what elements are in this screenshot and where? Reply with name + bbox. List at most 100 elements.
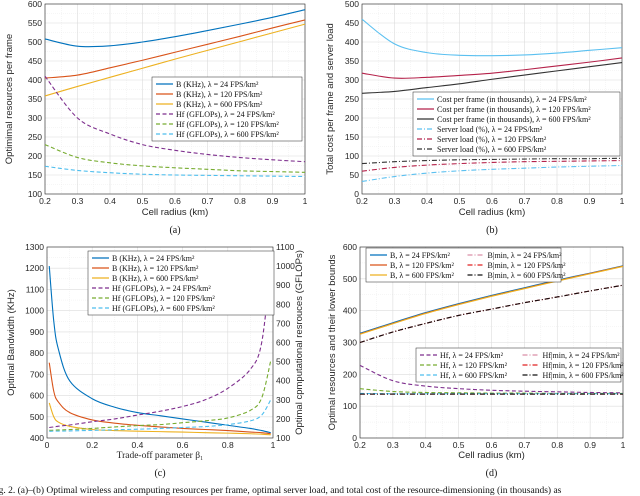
legend-item: Server load (%), λ = 600 FPS/km² — [417, 145, 547, 154]
y-tick-label: 100 — [28, 189, 42, 199]
x-tick-label: 0.2 — [86, 440, 98, 450]
y-tick-label: 400 — [343, 306, 357, 316]
legend-item: Cost per frame (in thousands), λ = 600 F… — [417, 115, 591, 124]
y-tick-label: 1000 — [25, 306, 44, 316]
x-tick-label: 0.3 — [72, 196, 84, 206]
x-tick-label: 0.4 — [131, 440, 143, 450]
legend-label: Hf, λ = 600 FPS/km² — [440, 371, 508, 380]
y-tick-label: 0 — [354, 189, 359, 199]
x-tick-label: 0.4 — [104, 196, 116, 206]
y-tick-label: 500 — [345, 0, 359, 9]
y-tick-label: 250 — [28, 132, 42, 142]
legend-label: Hf (GFLOPs), λ = 24 FPS/km² — [176, 110, 275, 119]
legend-label: Server load (%), λ = 120 FPS/km² — [437, 135, 547, 144]
y2-tick-label: 100 — [276, 433, 290, 443]
legend-label: B (KHz), λ = 120 FPS/km² — [112, 264, 199, 273]
x-tick-label: 1 — [621, 440, 626, 450]
legend-label: Hf, λ = 24 FPS/km² — [440, 351, 504, 360]
x-tick-label: 0.8 — [222, 440, 234, 450]
legend-label: Hf (GFLOPs), λ = 24 FPS/km² — [112, 284, 211, 293]
y-axis-label: Optimal resources and their lower bounds — [327, 254, 338, 430]
x-tick-label: 0.9 — [584, 196, 596, 206]
legend-label: Hf|min, λ = 24 FPS/km² — [543, 351, 621, 360]
legend-label: B (KHz), λ = 120 FPS/km² — [176, 90, 263, 99]
y-tick-label: 300 — [343, 338, 357, 348]
y-tick-label: 600 — [28, 0, 42, 9]
legend-label: B, λ = 600 FPS/km² — [390, 271, 455, 280]
y-tick-label: 450 — [345, 18, 359, 28]
legend-label: B, λ = 120 FPS/km² — [390, 261, 455, 270]
y-tick-label: 350 — [345, 56, 359, 66]
y-tick-label: 500 — [28, 37, 42, 47]
x-tick-label: 0.4 — [420, 440, 432, 450]
legend-label: Cost per frame (in thousands), λ = 24 FP… — [437, 95, 587, 104]
x-tick-label: 0.6 — [486, 440, 498, 450]
y-tick-label: 250 — [345, 94, 359, 104]
legend-label: B (KHz), λ = 24 FPS/km² — [112, 254, 195, 263]
legend: Cost per frame (in thousands), λ = 24 FP… — [413, 92, 620, 156]
y2-tick-label: 500 — [276, 357, 290, 367]
x-axis-label: Cell radius (km) — [458, 450, 525, 461]
x-tick-label: 1 — [303, 196, 308, 206]
legend-label: Hf, λ = 120 FPS/km² — [440, 361, 508, 370]
y-tick-label: 50 — [350, 170, 360, 180]
y-tick-label: 100 — [345, 151, 359, 161]
legend-label: Hf|min, λ = 120 FPS/km² — [543, 361, 625, 370]
y-tick-label: 400 — [345, 37, 359, 47]
y-tick-label: 500 — [30, 412, 44, 422]
y2-tick-label: 600 — [276, 338, 290, 348]
x-tick-label: 0.5 — [453, 440, 465, 450]
y2-tick-label: 300 — [276, 395, 290, 405]
y-tick-label: 400 — [28, 75, 42, 85]
legend-label: Server load (%), λ = 600 FPS/km² — [437, 145, 547, 154]
x-axis-label: Cell radius (km) — [142, 207, 209, 218]
x-tick-label: 0.3 — [389, 196, 401, 206]
legend-label: Cost per frame (in thousands), λ = 120 F… — [437, 105, 591, 114]
y-tick-label: 0 — [352, 433, 357, 443]
y2-tick-label: 900 — [276, 280, 290, 290]
y2-tick-label: 400 — [276, 376, 290, 386]
y2-tick-label: 1000 — [276, 261, 295, 271]
y-tick-label: 150 — [28, 170, 42, 180]
legend-label: Hf (GFLOPs), λ = 600 FPS/km² — [112, 304, 215, 313]
x-tick-label: 0.8 — [234, 196, 246, 206]
y-tick-label: 1300 — [25, 242, 44, 252]
y-tick-label: 150 — [345, 132, 359, 142]
x-tick-label: 0.4 — [421, 196, 433, 206]
y-tick-label: 500 — [343, 274, 357, 284]
legend-label: Server load (%), λ = 24 FPS/km² — [437, 125, 543, 134]
legend-item: Cost per frame (in thousands), λ = 120 F… — [417, 105, 591, 114]
legend-label: Cost per frame (in thousands), λ = 600 F… — [437, 115, 591, 124]
legend-label: B|min, λ = 600 FPS/km² — [488, 271, 567, 280]
y-tick-label: 450 — [28, 56, 42, 66]
legend-item: Cost per frame (in thousands), λ = 24 FP… — [417, 95, 587, 104]
x-tick-label: 0.6 — [486, 196, 498, 206]
x-tick-label: 1 — [620, 196, 625, 206]
y-tick-label: 350 — [28, 94, 42, 104]
y-tick-label: 1200 — [25, 263, 44, 273]
panel-label: (c) — [154, 468, 165, 479]
x-tick-label: 0.5 — [137, 196, 149, 206]
y-tick-label: 800 — [30, 348, 44, 358]
y2-tick-label: 1100 — [276, 242, 295, 252]
x-tick-label: 0.8 — [551, 440, 563, 450]
legend-item: Server load (%), λ = 120 FPS/km² — [417, 135, 547, 144]
x-tick-label: 0.7 — [202, 196, 214, 206]
panel-label: (b) — [486, 225, 498, 236]
x-tick-label: 0.5 — [454, 196, 466, 206]
y-tick-label: 200 — [345, 113, 359, 123]
y-axis-label: Optimal Bandwidth (KHz) — [6, 289, 17, 396]
legend-label: B (KHz), λ = 600 FPS/km² — [176, 100, 263, 109]
y-tick-label: 200 — [28, 151, 42, 161]
legend-label: Hf|min, λ = 600 FPS/km² — [543, 371, 625, 380]
x-tick-label: 0.3 — [387, 440, 399, 450]
y-axis-label: Total cost per frame and server load — [325, 23, 336, 175]
y-tick-label: 550 — [28, 18, 42, 28]
y-tick-label: 600 — [30, 391, 44, 401]
